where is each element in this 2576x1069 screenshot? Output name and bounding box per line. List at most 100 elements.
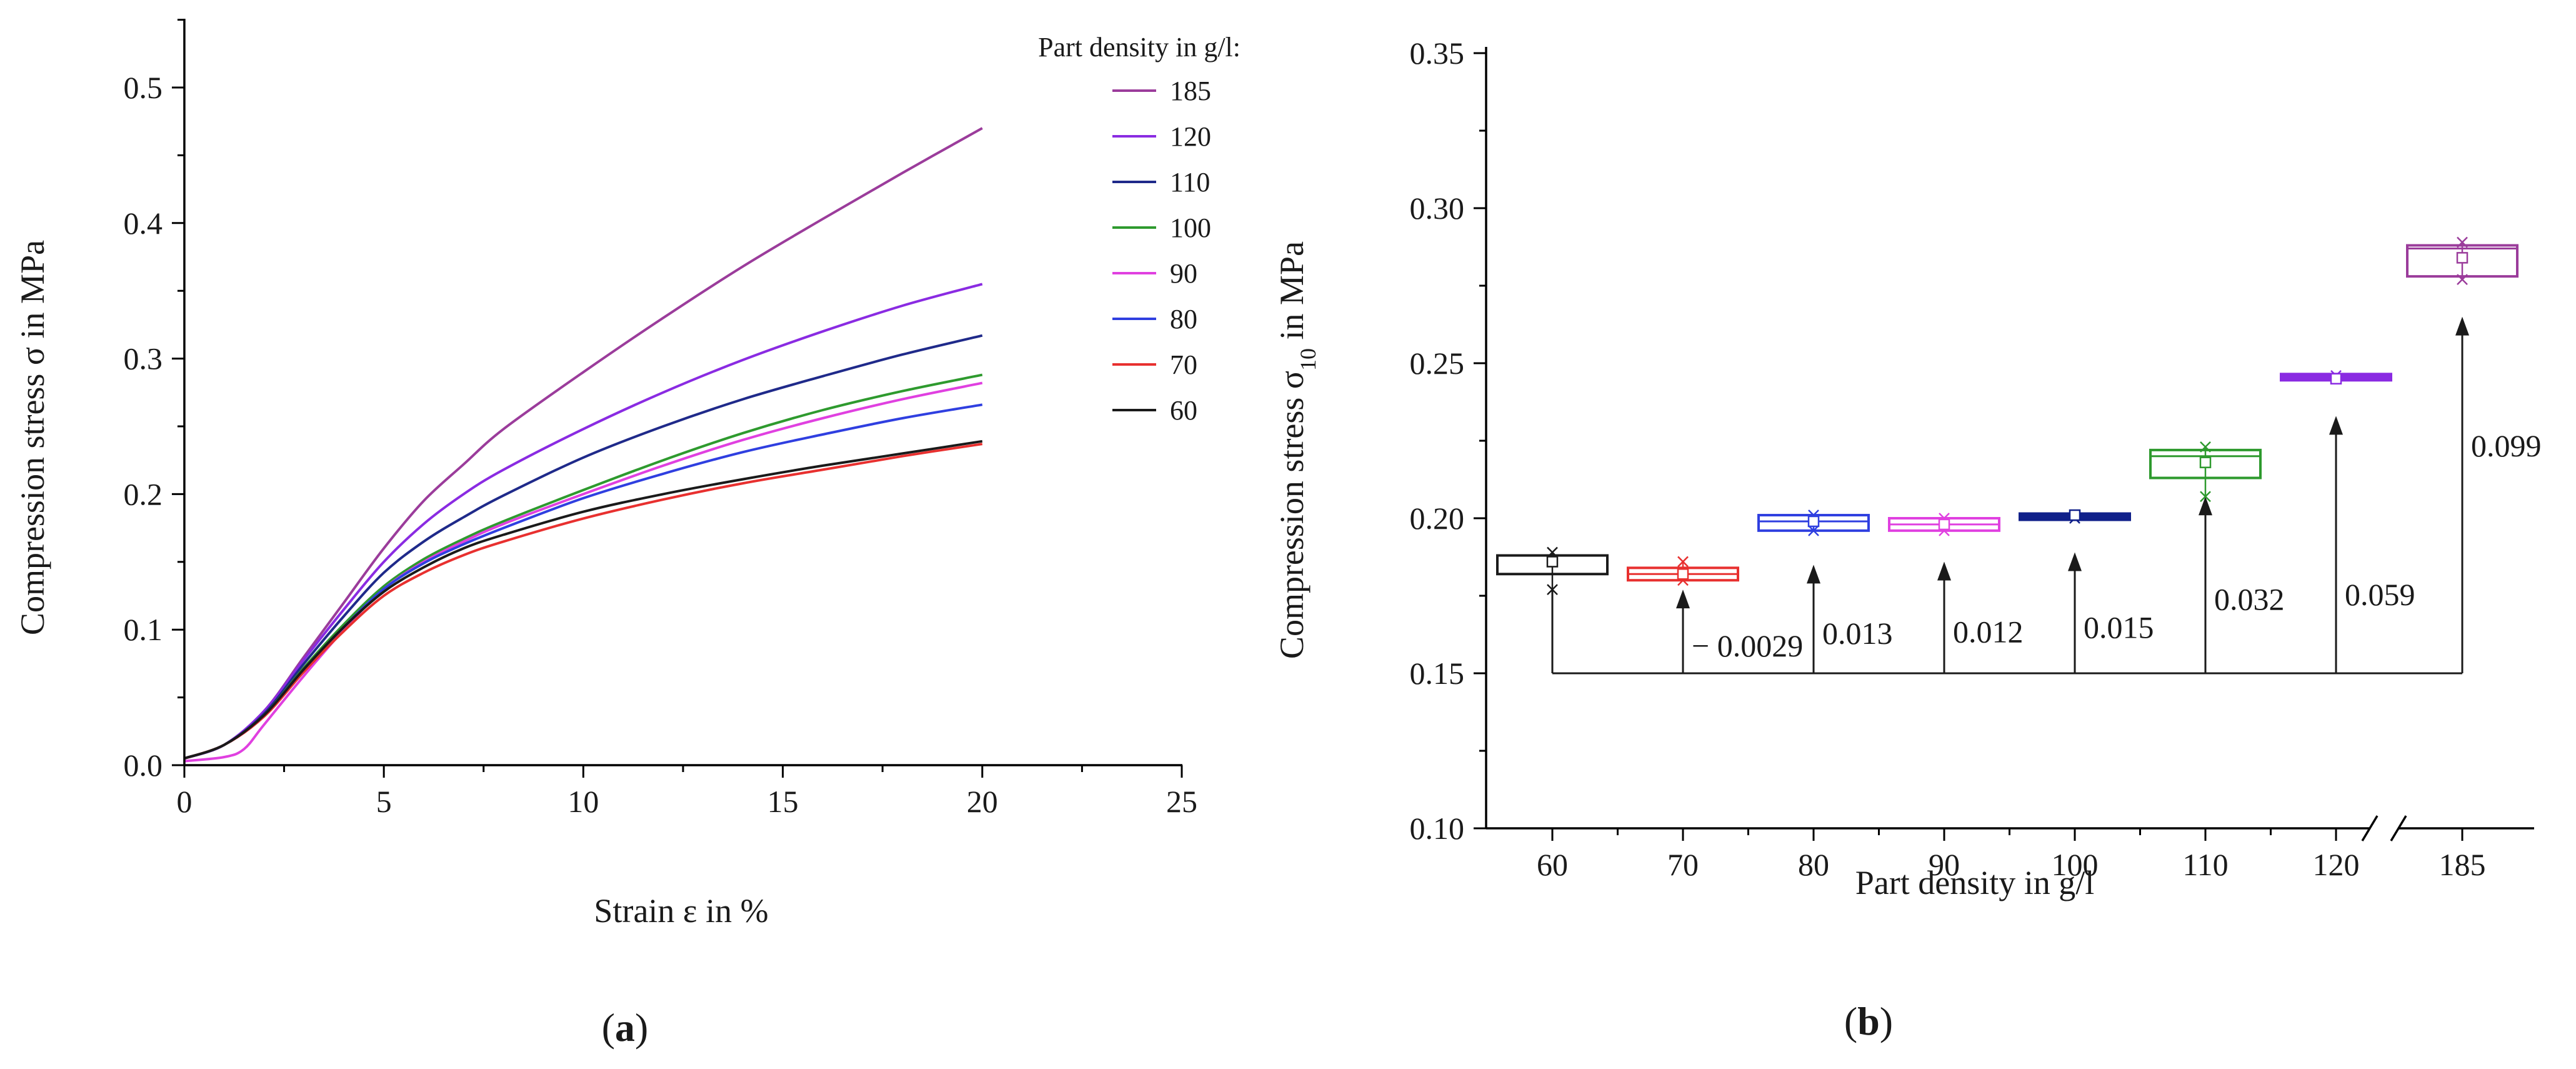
box-extreme-mark (2457, 274, 2468, 285)
panel-b-reference-arrows: − 0.0029 0.013 0.012 0.015 0.032 0.059 0.099 (1551, 316, 2542, 675)
difference-label-110: 0.032 (2214, 582, 2285, 617)
panel-a-legend: Part density in g/l: 185 120 110 100 90 80 70 6… (1038, 32, 1241, 426)
y-tick-label: 0.25 (1410, 346, 1465, 381)
box-80 (1757, 509, 1870, 536)
panel-b-y-axis-title-sub: 10 (1295, 348, 1320, 371)
legend-title: Part density in g/l: (1038, 32, 1241, 63)
series-line-110 (184, 334, 983, 760)
difference-label-100: 0.015 (2084, 610, 2154, 645)
difference-arrow-head (1937, 561, 1951, 581)
x-tick-label: 15 (767, 784, 799, 819)
x-tick-label: 5 (376, 784, 392, 819)
difference-arrow-head (2455, 316, 2469, 336)
series-line-70 (184, 443, 983, 760)
box-extreme-mark (1547, 584, 1558, 595)
x-tick-label: 100 (2052, 847, 2099, 882)
series-line-90 (184, 381, 983, 763)
panel-b-ticks: 0.10 0.15 0.20 0.25 0.30 0.35 60 70 80 90 100 110 12… (1410, 36, 2486, 882)
panel-b-box-chart: 0.10 0.15 0.20 0.25 0.30 0.35 60 70 80 90 100 110 12… (1273, 36, 2542, 1043)
box-mean-marker (2199, 456, 2212, 468)
box-70 (1627, 556, 1739, 586)
legend-label-80: 80 (1170, 304, 1197, 334)
x-tick-label: 60 (1537, 847, 1568, 882)
box-mean-marker (2069, 509, 2081, 521)
axis-break-mark-2 (2390, 815, 2407, 841)
box-extreme-mark (2200, 441, 2211, 453)
x-tick-label: 185 (2439, 847, 2486, 882)
panel-b-boxes (1496, 236, 2519, 595)
series-line-120 (184, 283, 983, 760)
panel-a-y-axis-title: Compression stress σ in MPa (14, 240, 51, 635)
panel-b-x-axis-title: Part density in g/l (1855, 864, 2094, 901)
panel-b-letter: b (1857, 999, 1880, 1043)
x-tick-label: 20 (967, 784, 998, 819)
y-tick-label: 0.2 (124, 476, 163, 511)
x-tick-label: 120 (2313, 847, 2360, 882)
box-mean-marker (2330, 373, 2342, 385)
x-tick-label: 0 (177, 784, 192, 819)
panel-a-label: (a) (602, 1005, 649, 1050)
panel-b-axes (1485, 47, 2534, 841)
y-tick-label: 0.1 (124, 612, 163, 647)
box-110 (2149, 441, 2262, 503)
y-tick-label: 0.4 (124, 206, 163, 241)
y-tick-label: 0.5 (124, 70, 163, 105)
box-extreme-mark (2457, 236, 2468, 248)
panel-a-ticks: 0 5 10 15 20 25 0.0 0.1 0.2 0.3 0.4 0.5 (124, 19, 1197, 819)
x-tick-label: 25 (1166, 784, 1197, 819)
difference-label-70: − 0.0029 (1692, 628, 1803, 663)
panel-a-line-chart: 0 5 10 15 20 25 0.0 0.1 0.2 0.3 0.4 0.5 Part densit… (14, 19, 1241, 1050)
difference-arrow-head (2068, 552, 2082, 571)
x-tick-label: 70 (1667, 847, 1699, 882)
box-100 (2019, 509, 2131, 524)
panel-a-letter: a (615, 1005, 635, 1050)
y-tick-label: 0.0 (124, 748, 163, 783)
x-tick-label: 110 (2182, 847, 2228, 882)
box-mean-marker (1677, 568, 1689, 580)
difference-label-80: 0.013 (1822, 616, 1893, 651)
legend-label-185: 185 (1170, 76, 1211, 106)
difference-arrow-head (1807, 565, 1820, 584)
series-line-60 (184, 439, 983, 760)
box-extreme-mark (2200, 491, 2211, 503)
y-tick-label: 0.10 (1410, 811, 1465, 846)
difference-arrow-head (2329, 416, 2343, 435)
series-line-100 (184, 373, 983, 760)
legend-label-70: 70 (1170, 349, 1197, 380)
y-tick-label: 0.3 (124, 341, 163, 376)
y-tick-label: 0.35 (1410, 36, 1465, 71)
panel-b-y-axis-title-main: Compression stress σ (1273, 371, 1310, 659)
axis-break-mark-1 (2361, 815, 2379, 841)
box-mean-marker (1807, 515, 1820, 528)
box-120 (2280, 369, 2392, 385)
panel-b-y-axis-title-unit: in MPa (1273, 241, 1310, 348)
x-tick-label: 80 (1798, 847, 1829, 882)
legend-label-60: 60 (1170, 395, 1197, 426)
legend-label-100: 100 (1170, 213, 1211, 243)
difference-label-120: 0.059 (2345, 577, 2415, 612)
difference-arrow-head (1676, 590, 1690, 609)
box-mean-marker (1938, 518, 1950, 531)
x-tick-label: 90 (1929, 847, 1960, 882)
x-tick-label: 10 (567, 784, 599, 819)
y-tick-label: 0.15 (1410, 656, 1465, 691)
difference-label-185: 0.099 (2471, 428, 2542, 463)
legend-label-120: 120 (1170, 121, 1211, 152)
y-tick-label: 0.20 (1410, 501, 1465, 536)
panel-b-y-axis-title: Compression stress σ10 in MPa (1273, 241, 1320, 659)
panel-b-label: (b) (1844, 999, 1893, 1043)
panel-a-x-axis-title: Strain ε in % (594, 892, 768, 930)
y-tick-label: 0.30 (1410, 191, 1465, 226)
box-185 (2406, 236, 2519, 285)
panel-a-series-group (184, 127, 983, 763)
difference-label-90: 0.012 (1953, 615, 2024, 650)
box-extreme-mark (1547, 546, 1558, 558)
legend-label-110: 110 (1170, 167, 1210, 198)
box-extreme-mark (1677, 556, 1689, 568)
box-90 (1888, 513, 2000, 536)
box-mean-marker (1546, 556, 1559, 568)
box-mean-marker (2456, 252, 2469, 264)
difference-arrow-head (2199, 496, 2212, 516)
legend-label-90: 90 (1170, 258, 1197, 289)
